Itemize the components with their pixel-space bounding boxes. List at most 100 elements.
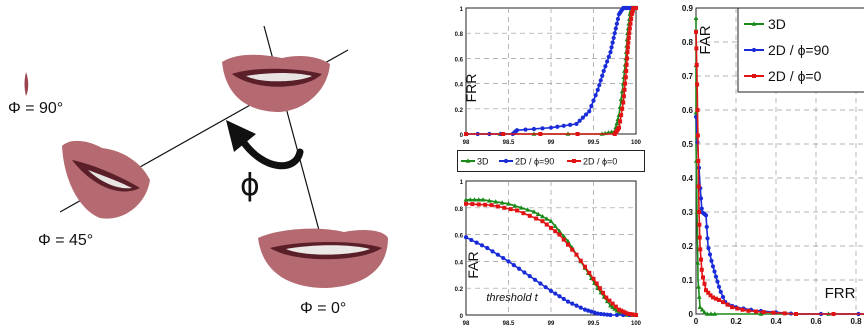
- data-point: [463, 197, 469, 202]
- data-point: [704, 224, 709, 229]
- y-axis-label: FRR: [463, 74, 479, 103]
- data-point: [622, 87, 627, 92]
- data-point: [613, 304, 618, 309]
- data-point: [627, 31, 632, 36]
- data-point: [557, 294, 562, 299]
- x-tick-label: 98.5: [503, 140, 515, 146]
- data-point: [553, 229, 558, 234]
- data-point: [705, 236, 710, 241]
- data-point: [598, 311, 604, 317]
- mouth-center-view: [222, 54, 330, 112]
- data-point: [582, 307, 588, 312]
- data-point: [695, 82, 700, 87]
- series-square: [464, 6, 638, 136]
- x-axis-label: threshold t: [486, 292, 538, 304]
- data-point: [761, 310, 766, 315]
- legend-marker: [465, 158, 471, 163]
- y-tick-label: 0.4: [455, 260, 464, 266]
- far-chart: 98 98.5 99 99.5 100 0 0.2 0.4 0.6 0.8 1 FAR threshol…: [455, 180, 642, 325]
- data-point: [754, 309, 758, 314]
- data-point: [697, 222, 702, 227]
- data-point: [469, 237, 474, 243]
- data-point: [608, 50, 613, 55]
- phi-symbol: ϕ: [240, 168, 260, 203]
- data-point: [583, 112, 589, 117]
- data-point: [617, 125, 621, 130]
- data-point: [618, 119, 623, 124]
- data-point: [544, 216, 550, 221]
- data-point: [604, 295, 609, 300]
- data-point: [708, 293, 713, 298]
- legend-entry: 3D: [768, 16, 786, 32]
- y-axis-label: FAR: [697, 25, 714, 54]
- x-tick-label: 99.5: [588, 140, 600, 146]
- data-point: [508, 207, 513, 212]
- mouth-rotation-illustration: [24, 25, 388, 288]
- data-point: [696, 284, 701, 289]
- y-tick-label: 0.4: [682, 174, 694, 183]
- data-point: [535, 211, 541, 216]
- data-point: [627, 311, 632, 316]
- y-tick-label: 0: [460, 133, 464, 139]
- data-point: [543, 285, 548, 290]
- data-point: [464, 132, 468, 136]
- data-point: [695, 260, 701, 265]
- mouth-profile-view: [24, 72, 29, 96]
- data-point: [540, 126, 545, 131]
- y-tick-label: 1: [460, 180, 464, 186]
- data-point: [608, 312, 613, 318]
- data-point: [625, 56, 630, 61]
- data-point: [578, 305, 583, 310]
- y-tick-label: 0.3: [682, 208, 694, 217]
- data-point: [621, 94, 626, 99]
- data-point: [721, 300, 725, 305]
- data-point: [694, 46, 699, 51]
- data-point: [623, 75, 628, 80]
- x-axis-label: FRR: [825, 285, 856, 302]
- y-tick-label: 0.8: [455, 32, 464, 38]
- data-point: [831, 312, 836, 316]
- data-point: [612, 31, 617, 36]
- data-point: [587, 270, 592, 275]
- data-point: [511, 262, 516, 268]
- data-point: [621, 100, 626, 105]
- y-tick-label: 0.2: [682, 242, 694, 251]
- data-point: [570, 247, 575, 252]
- y-tick-label: 0.6: [455, 57, 464, 63]
- data-point: [626, 40, 631, 45]
- legend-entry: 2D / ϕ=0: [768, 68, 822, 84]
- data-point: [486, 198, 492, 203]
- data-point: [693, 15, 699, 20]
- data-point: [611, 35, 616, 41]
- legend-marker: [503, 158, 509, 164]
- legend-entry: 2D / ϕ=90: [515, 157, 554, 167]
- data-point: [575, 132, 580, 136]
- data-point: [626, 35, 631, 40]
- data-point: [514, 128, 520, 133]
- data-point: [517, 266, 522, 271]
- data-point: [613, 26, 618, 31]
- data-point: [603, 64, 608, 69]
- data-point: [625, 311, 630, 316]
- series-triangle: [693, 15, 864, 316]
- data-point: [607, 298, 612, 303]
- data-point: [527, 274, 532, 279]
- data-point: [699, 307, 705, 312]
- data-point: [627, 26, 632, 31]
- data-point: [561, 296, 566, 302]
- data-point: [470, 202, 475, 207]
- x-tick-label: 99: [548, 140, 555, 146]
- data-point: [625, 50, 630, 55]
- x-tick-label: 99: [548, 321, 555, 325]
- data-point: [605, 59, 610, 64]
- data-point: [521, 211, 526, 216]
- data-point: [699, 267, 704, 272]
- data-point: [706, 246, 711, 251]
- data-point: [527, 213, 532, 218]
- middle-legend: 3D 2D / ϕ=90 2D / ϕ=0: [457, 150, 645, 172]
- data-point: [629, 17, 634, 22]
- data-point: [565, 299, 571, 304]
- data-point: [711, 295, 715, 300]
- data-point: [794, 312, 798, 316]
- data-point: [555, 124, 560, 129]
